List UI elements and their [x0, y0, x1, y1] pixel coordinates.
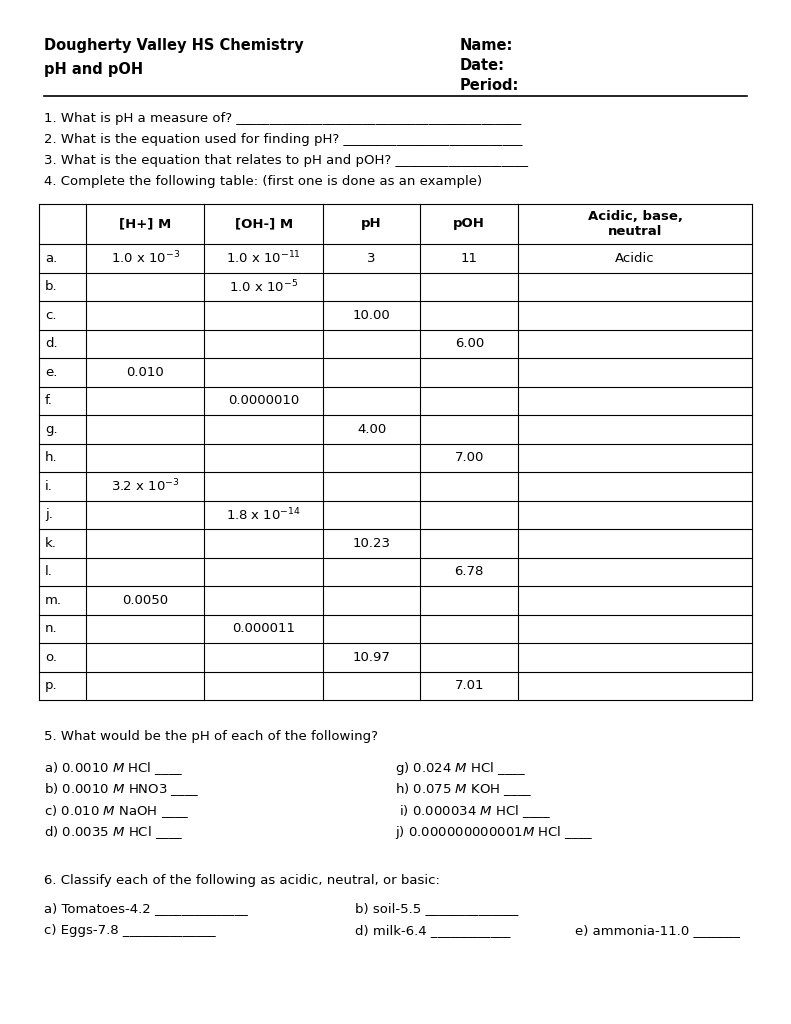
Text: c) Eggs-7.8 ______________: c) Eggs-7.8 ______________ — [44, 924, 216, 937]
Text: c) 0.010 $\mathit{M}$ NaOH ____: c) 0.010 $\mathit{M}$ NaOH ____ — [44, 803, 190, 820]
Text: e.: e. — [45, 366, 58, 379]
Text: j.: j. — [45, 508, 53, 521]
Text: 0.010: 0.010 — [127, 366, 164, 379]
Text: Acidic: Acidic — [615, 252, 655, 265]
Text: Name:: Name: — [460, 38, 513, 53]
Text: 5. What would be the pH of each of the following?: 5. What would be the pH of each of the f… — [44, 730, 378, 743]
Text: 6.78: 6.78 — [455, 565, 484, 579]
Text: 10.23: 10.23 — [353, 537, 391, 550]
Text: 11: 11 — [461, 252, 478, 265]
Text: b) soil-5.5 ______________: b) soil-5.5 ______________ — [355, 902, 518, 915]
Text: g.: g. — [45, 423, 58, 436]
Text: [OH-] M: [OH-] M — [235, 217, 293, 230]
Text: Period:: Period: — [460, 78, 520, 93]
Text: a) Tomatoes-4.2 ______________: a) Tomatoes-4.2 ______________ — [44, 902, 248, 915]
Text: 4. Complete the following table: (first one is done as an example): 4. Complete the following table: (first … — [44, 175, 483, 188]
Text: Dougherty Valley HS Chemistry: Dougherty Valley HS Chemistry — [44, 38, 304, 53]
Text: a.: a. — [45, 252, 57, 265]
Text: d.: d. — [45, 337, 58, 350]
Text: a) 0.0010 $\mathit{M}$ HCl ____: a) 0.0010 $\mathit{M}$ HCl ____ — [44, 760, 184, 777]
Text: 6. Classify each of the following as acidic, neutral, or basic:: 6. Classify each of the following as aci… — [44, 874, 440, 887]
Text: 7.00: 7.00 — [455, 452, 484, 464]
Text: 3.2 x 10$^{-3}$: 3.2 x 10$^{-3}$ — [111, 478, 180, 495]
Text: l.: l. — [45, 565, 53, 579]
Text: Date:: Date: — [460, 58, 505, 73]
Text: pH: pH — [361, 217, 382, 230]
Text: 3. What is the equation that relates to pH and pOH? ____________________: 3. What is the equation that relates to … — [44, 154, 528, 167]
Text: 7.01: 7.01 — [455, 679, 484, 692]
Text: 1.0 x 10$^{-5}$: 1.0 x 10$^{-5}$ — [229, 279, 298, 295]
Text: 4.00: 4.00 — [357, 423, 386, 436]
Text: 2. What is the equation used for finding pH? ___________________________: 2. What is the equation used for finding… — [44, 133, 522, 146]
Text: 0.0000010: 0.0000010 — [228, 394, 299, 408]
Text: b) 0.0010 $\mathit{M}$ HNO3 ____: b) 0.0010 $\mathit{M}$ HNO3 ____ — [44, 781, 199, 799]
Text: b.: b. — [45, 281, 58, 293]
Text: j) 0.000000000001$\mathit{M}$ HCl ____: j) 0.000000000001$\mathit{M}$ HCl ____ — [395, 824, 593, 842]
Text: i.: i. — [45, 480, 53, 493]
Text: 0.000011: 0.000011 — [232, 623, 295, 635]
Text: 6.00: 6.00 — [455, 337, 484, 350]
Text: h.: h. — [45, 452, 58, 464]
Text: f.: f. — [45, 394, 53, 408]
Text: m.: m. — [45, 594, 62, 607]
Text: d) milk-6.4 ____________: d) milk-6.4 ____________ — [355, 924, 510, 937]
Text: [H+] M: [H+] M — [119, 217, 172, 230]
Text: 0.0050: 0.0050 — [122, 594, 168, 607]
Text: i) 0.000034 $\mathit{M}$ HCl ____: i) 0.000034 $\mathit{M}$ HCl ____ — [395, 803, 551, 820]
Text: n.: n. — [45, 623, 58, 635]
Text: 1.8 x 10$^{-14}$: 1.8 x 10$^{-14}$ — [226, 507, 301, 523]
Text: g) 0.024 $\mathit{M}$ HCl ____: g) 0.024 $\mathit{M}$ HCl ____ — [395, 760, 526, 777]
Text: e) ammonia-11.0 _______: e) ammonia-11.0 _______ — [575, 924, 740, 937]
Text: 10.97: 10.97 — [353, 650, 391, 664]
Text: pH and pOH: pH and pOH — [44, 62, 143, 77]
Text: 1.0 x 10$^{-3}$: 1.0 x 10$^{-3}$ — [111, 250, 180, 266]
Text: k.: k. — [45, 537, 57, 550]
Text: o.: o. — [45, 650, 57, 664]
Text: 10.00: 10.00 — [353, 309, 391, 322]
Text: d) 0.0035 $\mathit{M}$ HCl ____: d) 0.0035 $\mathit{M}$ HCl ____ — [44, 824, 184, 842]
Text: 1. What is pH a measure of? ___________________________________________: 1. What is pH a measure of? ____________… — [44, 112, 521, 125]
Text: c.: c. — [45, 309, 56, 322]
Text: 1.0 x 10$^{-11}$: 1.0 x 10$^{-11}$ — [226, 250, 301, 266]
Text: 3: 3 — [367, 252, 376, 265]
Text: p.: p. — [45, 679, 58, 692]
Text: h) 0.075 $\mathit{M}$ KOH ____: h) 0.075 $\mathit{M}$ KOH ____ — [395, 781, 532, 799]
Text: pOH: pOH — [453, 217, 485, 230]
Text: Acidic, base,
neutral: Acidic, base, neutral — [588, 210, 683, 238]
